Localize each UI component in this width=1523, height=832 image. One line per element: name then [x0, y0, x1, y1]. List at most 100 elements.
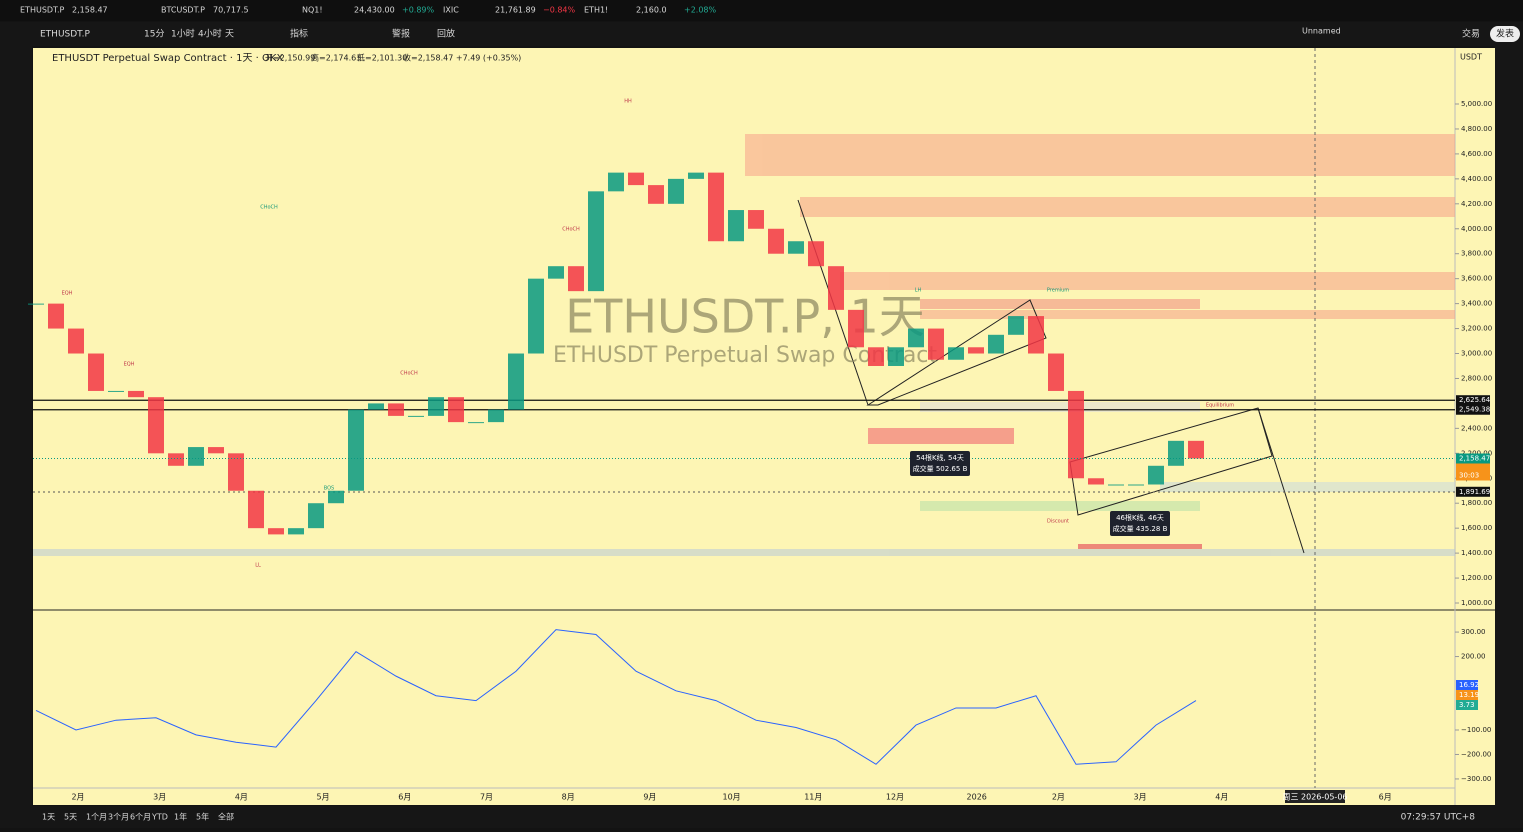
publish-button[interactable] — [1490, 26, 1520, 42]
zone — [840, 272, 1455, 290]
smc-label: HH — [624, 99, 632, 105]
x-tick-label: 2月 — [1052, 793, 1065, 802]
candle — [108, 390, 124, 392]
alert[interactable]: 警报 — [392, 28, 410, 40]
readout-box — [1456, 690, 1478, 700]
candle — [488, 409, 504, 423]
candle — [948, 347, 964, 360]
y-tick-label: 4,800.00 — [1461, 125, 1492, 133]
candle — [228, 453, 244, 491]
candle — [588, 191, 604, 292]
candle — [268, 528, 284, 535]
clock: 07:29:57 UTC+8 — [1401, 813, 1476, 823]
y-tick-label: 4,600.00 — [1461, 150, 1492, 158]
zone — [920, 402, 1200, 412]
candle — [1008, 316, 1024, 335]
candle — [1068, 390, 1084, 479]
layout-name[interactable]: Unnamed — [1302, 27, 1341, 36]
legend-title: ETHUSDT Perpetual Swap Contract · 1天 · O… — [52, 53, 283, 64]
y-tick-label: 4,400.00 — [1461, 175, 1492, 183]
candle — [688, 172, 704, 179]
symbol[interactable]: ETHUSDT.P — [40, 30, 90, 40]
candle — [988, 334, 1004, 354]
arrow — [1257, 407, 1305, 554]
y-tick-label: 1,000.00 — [1461, 599, 1492, 607]
smc-label: LH — [915, 288, 922, 294]
interval[interactable]: 1小时 — [171, 28, 195, 40]
price-label: 2,549.38 — [1459, 406, 1490, 414]
left-toolbar — [0, 46, 32, 806]
x-tick-label: 8月 — [562, 793, 575, 802]
x-tick-label: 6月 — [1379, 793, 1392, 802]
tab-name: IXIC — [443, 6, 459, 15]
channel — [866, 299, 1047, 406]
x-tick-label: 2026 — [967, 793, 987, 802]
x-tick-label: 3月 — [1134, 793, 1147, 802]
candle — [628, 172, 644, 186]
candle — [68, 328, 84, 354]
range: 3个月 — [108, 813, 129, 822]
candle — [428, 397, 444, 416]
y-tick-label: −200.00 — [1461, 750, 1491, 758]
currency: USDT — [1460, 53, 1482, 62]
price-label-box — [1456, 404, 1490, 415]
interval[interactable]: 15分 — [144, 29, 164, 40]
y-tick-label: 4,200.00 — [1461, 200, 1492, 208]
x-tick-label: 4月 — [1215, 793, 1228, 802]
y-tick-label: 2,200.00 — [1461, 449, 1492, 457]
readout: 13.19 — [1459, 691, 1479, 699]
indicators[interactable]: 指标 — [290, 28, 308, 40]
candle — [528, 278, 544, 354]
candle — [468, 422, 484, 424]
trade[interactable]: 交易 — [1462, 28, 1480, 40]
zone — [920, 299, 1200, 309]
measure-bars: 46根K线, 46天 — [1116, 513, 1164, 522]
y-tick-label: 1,400.00 — [1461, 549, 1492, 557]
tab-price: 21,761.89 — [495, 6, 536, 15]
x-tick-label: 2月 — [71, 793, 84, 802]
replay[interactable]: 回放 — [437, 28, 455, 40]
measure-box — [910, 451, 970, 476]
interval[interactable]: 天 — [225, 30, 234, 40]
smc-label: CHoCH — [400, 371, 418, 377]
candle — [648, 185, 664, 204]
x-tick-label: 12月 — [886, 793, 904, 802]
last-price: 2,158.47 — [1459, 454, 1490, 462]
smc-label: EQH — [62, 291, 73, 297]
legend-close: 收=2,158.47 +7.49 (+0.35%) — [403, 53, 521, 63]
tab-bar — [0, 0, 1523, 21]
y-tick-label: 3,600.00 — [1461, 275, 1492, 283]
readout: 3.73 — [1459, 701, 1475, 709]
zone — [920, 501, 1200, 511]
candle — [788, 241, 804, 254]
tab-price: 2,158.47 — [72, 6, 108, 15]
zones — [33, 134, 1455, 556]
candle — [728, 210, 744, 242]
smc-label: Premium — [1047, 288, 1069, 294]
interval[interactable]: 4小时 — [198, 28, 222, 40]
x-tick-label: 6月 — [398, 793, 411, 802]
tab-name: ETH1! — [584, 6, 608, 15]
x-tick-label: 9月 — [643, 793, 656, 802]
price-label-box — [1456, 395, 1490, 406]
candle — [1048, 353, 1064, 391]
candle — [508, 353, 524, 410]
candle — [128, 390, 144, 398]
crosshair-date: 周三 2026-05-06 — [1282, 793, 1347, 802]
price-label: 2,625.64 — [1459, 396, 1491, 404]
y-tick-label: 1,200.00 — [1461, 574, 1492, 582]
candle — [868, 347, 884, 366]
candle — [188, 447, 204, 466]
y-tick-label: 3,400.00 — [1461, 300, 1492, 308]
candle — [1128, 484, 1144, 486]
y-tick-label: 3,200.00 — [1461, 325, 1492, 333]
crosshair-price-box — [1456, 486, 1490, 497]
y-tick-label: 2,400.00 — [1461, 424, 1492, 432]
macd-line — [35, 629, 1197, 765]
readout-box — [1456, 680, 1478, 690]
y-tick-label: 1,600.00 — [1461, 524, 1492, 532]
publish[interactable]: 发表 — [1496, 28, 1514, 40]
watermark: ETHUSDT.P, 1天 — [565, 290, 925, 344]
measure-bars: 54根K线, 54天 — [916, 453, 964, 462]
candle — [768, 228, 784, 254]
